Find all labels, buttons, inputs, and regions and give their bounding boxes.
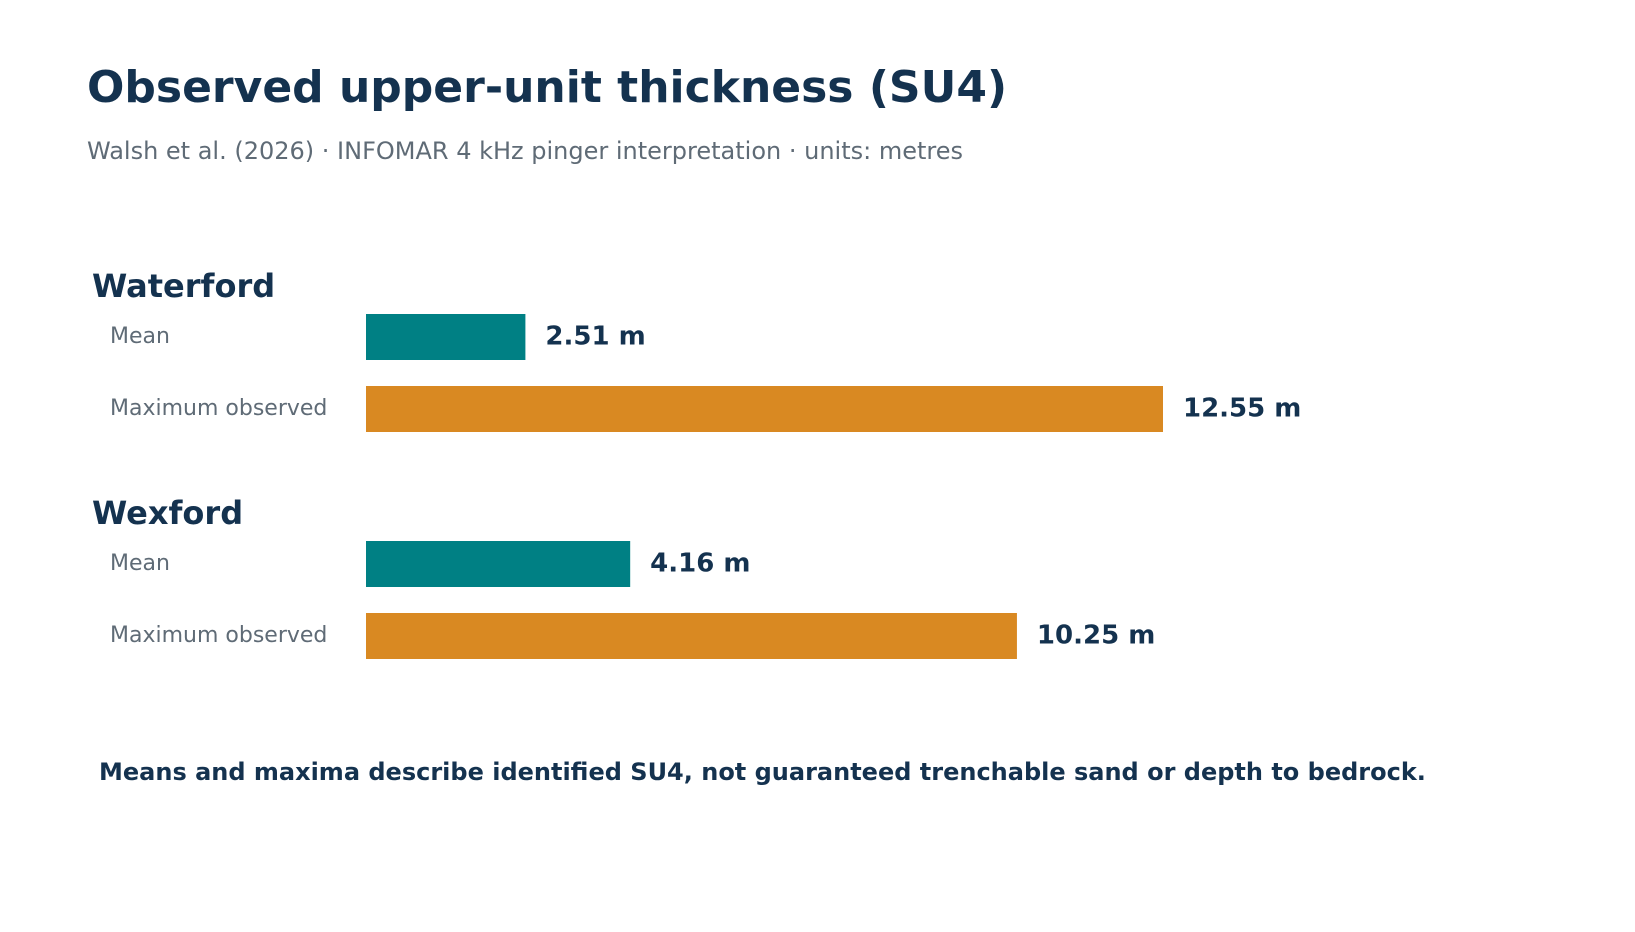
chart-note: Means and maxima describe identified SU4… <box>99 758 1426 786</box>
bar <box>366 386 1163 432</box>
value-label: 12.55 m <box>1183 394 1301 424</box>
value-label: 4.16 m <box>650 549 750 579</box>
group-label: Wexford <box>92 494 243 532</box>
row-label: Maximum observed <box>110 623 327 648</box>
chart-title: Observed upper-unit thickness (SU4) <box>87 62 1007 113</box>
value-label: 2.51 m <box>545 322 645 352</box>
chart-subtitle: Walsh et al. (2026) · INFOMAR 4 kHz ping… <box>87 137 963 165</box>
value-label: 10.25 m <box>1037 621 1155 651</box>
row-label: Mean <box>110 324 170 349</box>
bar <box>366 314 526 360</box>
bar <box>366 541 631 587</box>
row-label: Maximum observed <box>110 396 327 421</box>
row-label: Mean <box>110 551 170 576</box>
group-label: Waterford <box>92 267 275 305</box>
bar <box>366 613 1017 659</box>
